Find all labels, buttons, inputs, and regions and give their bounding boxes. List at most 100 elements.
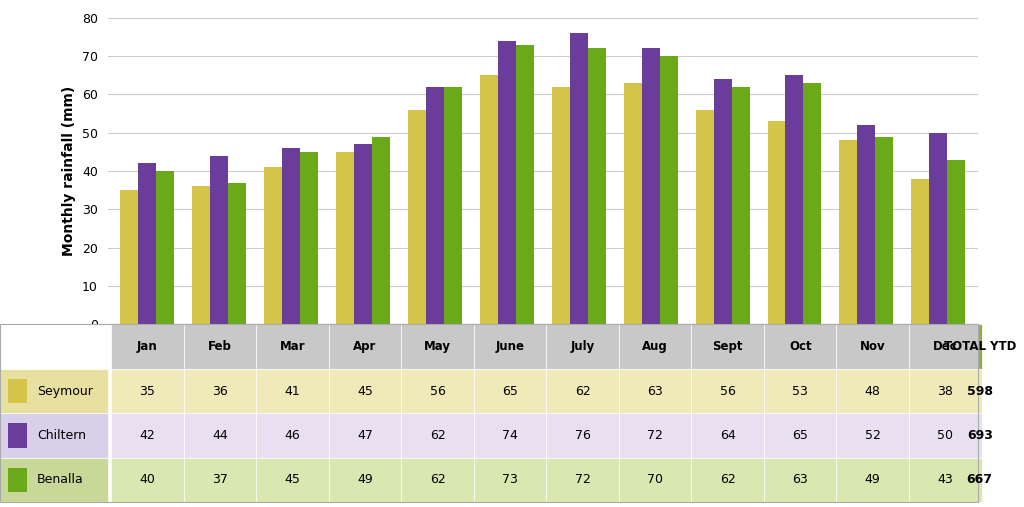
- Bar: [714, 79, 731, 324]
- Bar: [264, 167, 282, 324]
- Text: Benalla: Benalla: [37, 473, 84, 486]
- Text: 598: 598: [967, 384, 992, 397]
- Bar: [930, 133, 947, 324]
- Bar: [183, 457, 256, 502]
- Bar: [0, 369, 108, 413]
- Bar: [547, 369, 618, 413]
- Bar: [8, 379, 27, 404]
- Bar: [210, 156, 228, 324]
- Bar: [112, 324, 183, 369]
- Bar: [516, 45, 534, 324]
- Bar: [588, 48, 605, 324]
- Text: 65: 65: [502, 384, 518, 397]
- Text: 43: 43: [937, 473, 953, 486]
- Bar: [618, 413, 691, 457]
- Text: 74: 74: [502, 429, 518, 442]
- Text: Aug: Aug: [642, 340, 668, 353]
- Text: 40: 40: [139, 473, 156, 486]
- Bar: [547, 413, 618, 457]
- Bar: [193, 187, 210, 324]
- Text: 52: 52: [865, 429, 881, 442]
- Bar: [8, 423, 27, 448]
- Text: 72: 72: [647, 429, 664, 442]
- Bar: [547, 457, 618, 502]
- Text: 37: 37: [212, 473, 228, 486]
- Bar: [112, 413, 183, 457]
- Bar: [474, 457, 547, 502]
- Text: Chiltern: Chiltern: [37, 429, 86, 442]
- Bar: [0, 324, 108, 369]
- Bar: [256, 369, 329, 413]
- Bar: [909, 457, 982, 502]
- Bar: [909, 369, 982, 413]
- Bar: [183, 324, 256, 369]
- Bar: [443, 87, 462, 324]
- Bar: [624, 83, 642, 324]
- Text: 693: 693: [967, 429, 992, 442]
- Bar: [228, 183, 246, 324]
- Text: 35: 35: [139, 384, 156, 397]
- Bar: [764, 369, 837, 413]
- Bar: [909, 324, 982, 369]
- Text: Jan: Jan: [137, 340, 158, 353]
- Text: Feb: Feb: [208, 340, 231, 353]
- Bar: [401, 413, 474, 457]
- Text: 44: 44: [212, 429, 227, 442]
- Bar: [909, 413, 982, 457]
- Bar: [329, 413, 401, 457]
- Bar: [785, 75, 804, 324]
- Bar: [0, 413, 108, 457]
- Bar: [840, 140, 857, 324]
- Text: 41: 41: [285, 384, 300, 397]
- Text: 47: 47: [357, 429, 373, 442]
- Bar: [876, 136, 893, 324]
- Text: 72: 72: [574, 473, 591, 486]
- Y-axis label: Monthly rainfall (mm): Monthly rainfall (mm): [62, 86, 76, 256]
- Bar: [691, 369, 764, 413]
- Text: 62: 62: [430, 429, 445, 442]
- Text: 64: 64: [720, 429, 735, 442]
- Text: 56: 56: [430, 384, 445, 397]
- Bar: [837, 413, 909, 457]
- Bar: [0, 457, 108, 502]
- Text: Seymour: Seymour: [37, 384, 93, 397]
- Text: 62: 62: [574, 384, 591, 397]
- Bar: [112, 369, 183, 413]
- Bar: [372, 136, 390, 324]
- Text: 42: 42: [139, 429, 156, 442]
- Text: 48: 48: [865, 384, 881, 397]
- Text: 56: 56: [720, 384, 735, 397]
- Bar: [731, 87, 750, 324]
- Bar: [947, 160, 966, 324]
- Bar: [978, 457, 982, 502]
- Text: Nov: Nov: [860, 340, 886, 353]
- Text: 65: 65: [793, 429, 808, 442]
- Bar: [183, 413, 256, 457]
- Text: 46: 46: [285, 429, 300, 442]
- Text: 45: 45: [285, 473, 300, 486]
- Bar: [804, 83, 821, 324]
- Bar: [256, 457, 329, 502]
- Bar: [112, 457, 183, 502]
- Bar: [837, 324, 909, 369]
- Bar: [480, 75, 498, 324]
- Text: 73: 73: [502, 473, 518, 486]
- Bar: [408, 110, 426, 324]
- Bar: [256, 324, 329, 369]
- Bar: [764, 324, 837, 369]
- Text: Apr: Apr: [353, 340, 377, 353]
- Text: 36: 36: [212, 384, 227, 397]
- Text: 62: 62: [430, 473, 445, 486]
- Text: June: June: [496, 340, 524, 353]
- Bar: [695, 110, 714, 324]
- Text: 49: 49: [865, 473, 881, 486]
- Bar: [978, 324, 982, 369]
- Text: 76: 76: [574, 429, 591, 442]
- Text: 53: 53: [793, 384, 808, 397]
- Text: 667: 667: [967, 473, 992, 486]
- Bar: [837, 369, 909, 413]
- Bar: [354, 144, 372, 324]
- Text: 38: 38: [937, 384, 953, 397]
- Bar: [691, 457, 764, 502]
- Bar: [768, 121, 785, 324]
